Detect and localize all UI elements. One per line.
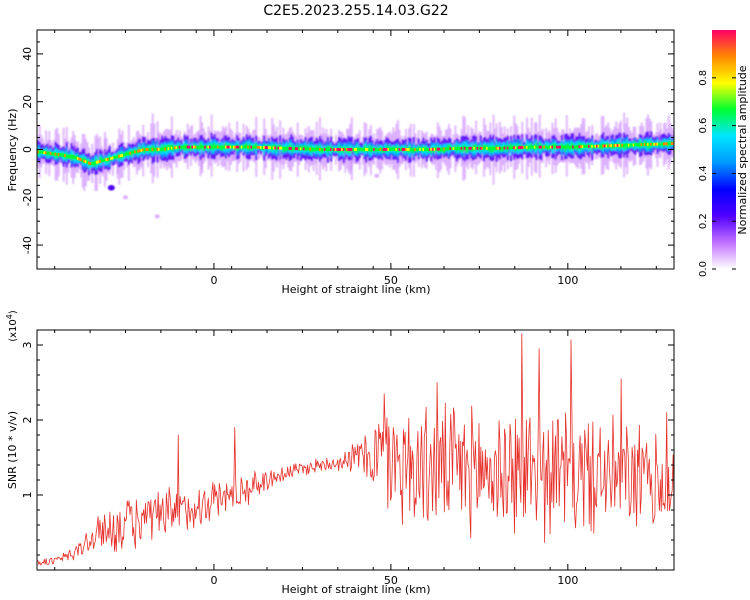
spectrogram-ticks: 0 50 100 -40 -20 0 20 40 bbox=[21, 30, 674, 287]
colorbar-label: Normalized spectral amplitude bbox=[736, 65, 749, 234]
snr-xtick-label: 50 bbox=[384, 574, 398, 587]
colorbar-tick-label: 0.4 bbox=[698, 165, 709, 181]
spectrogram-outliers bbox=[107, 173, 380, 219]
colorbar-tick-label: 0.6 bbox=[698, 118, 709, 134]
colorbar-tick-label: 0.2 bbox=[698, 213, 709, 229]
snr-scale-exp: 4 bbox=[5, 314, 14, 319]
spectrogram-ridge-core bbox=[37, 142, 674, 166]
colorbar-tick-label: 0.8 bbox=[698, 70, 709, 86]
spectrogram-ytick-label: 20 bbox=[21, 95, 34, 109]
spectrogram-xtick-label: 0 bbox=[210, 274, 217, 287]
snr-ytick-label: 2 bbox=[21, 417, 34, 424]
snr-ytick-label: 1 bbox=[21, 492, 34, 499]
snr-scale-close: ) bbox=[8, 310, 19, 314]
figure-title: C2E5.2023.255.14.03.G22 bbox=[263, 3, 448, 19]
spectrogram-xtick-label: 50 bbox=[384, 274, 398, 287]
spectrogram-panel: 0 50 100 -40 -20 0 20 40 Height of straight lin… bbox=[6, 29, 675, 296]
spectrogram-xlabel: Height of straight line (km) bbox=[281, 283, 430, 296]
colorbar-ticks: 0.0 0.2 0.4 0.6 0.8 bbox=[698, 70, 736, 277]
snr-ytick-label: 3 bbox=[21, 342, 34, 349]
spectrogram-ylabel: Frequency (Hz) bbox=[6, 109, 19, 192]
snr-ticks: 0 50 100 1 2 3 bbox=[21, 330, 674, 587]
spectrogram-ytick-label: -40 bbox=[21, 236, 34, 254]
spectrogram-ytick-label: 40 bbox=[21, 47, 34, 61]
spectrogram-heatmap bbox=[37, 112, 674, 219]
colorbar-tick-label: 0.0 bbox=[698, 261, 709, 277]
snr-xtick-label: 0 bbox=[210, 574, 217, 587]
snr-series-line bbox=[37, 333, 674, 566]
snr-scale-label: (x104) bbox=[5, 310, 19, 342]
spectrogram-ytick-label: 0 bbox=[21, 146, 34, 153]
colorbar: 0.0 0.2 0.4 0.6 0.8 Normalized spectral ampl… bbox=[698, 30, 749, 277]
snr-xlabel: Height of straight line (km) bbox=[281, 583, 430, 596]
snr-xtick-label: 100 bbox=[557, 574, 578, 587]
snr-panel: 0 50 100 1 2 3 Height of straight line (km) S… bbox=[5, 310, 675, 596]
spectrogram-xtick-label: 100 bbox=[557, 274, 578, 287]
snr-scale-prefix: (x10 bbox=[8, 319, 19, 342]
snr-ylabel: SNR (10 * v/v) bbox=[6, 411, 19, 489]
spectrogram-ytick-label: -20 bbox=[21, 188, 34, 206]
colorbar-gradient bbox=[712, 30, 736, 269]
